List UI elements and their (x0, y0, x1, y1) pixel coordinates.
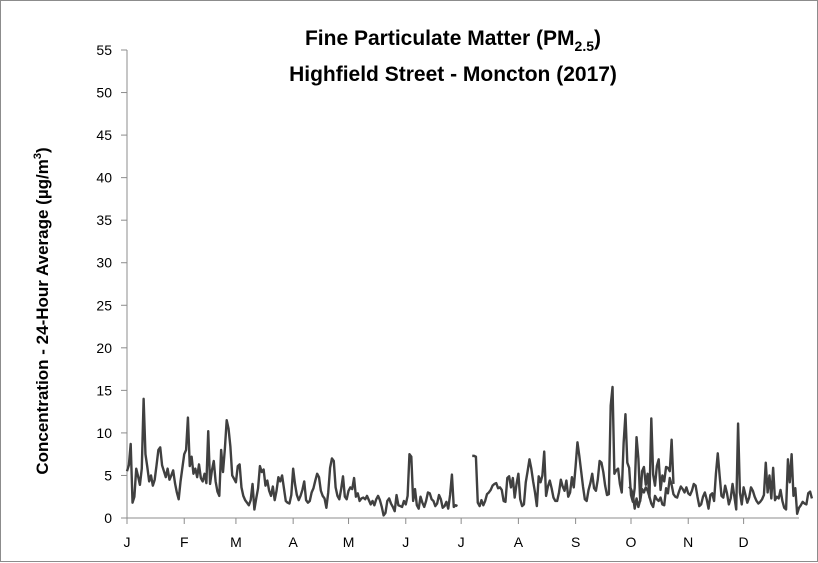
series-pm25 (125, 385, 814, 517)
series-line-segment (472, 385, 675, 508)
y-tick-label: 20 (96, 340, 112, 356)
y-ticks: 0 5 10 15 20 25 30 35 40 45 50 55 (96, 42, 127, 526)
y-tick-label: 35 (96, 212, 112, 228)
x-tick-label: J (458, 534, 465, 550)
y-tick-label: 5 (104, 467, 112, 483)
y-tick-label: 15 (96, 382, 112, 398)
y-tick-label: 25 (96, 297, 112, 313)
y-tick-label: 40 (96, 170, 112, 186)
x-tick-label: A (514, 534, 524, 550)
chart-title-line1: Fine Particulate Matter (PM2.5) (305, 27, 601, 54)
y-tick-label: 30 (96, 255, 112, 271)
y-tick-label: 10 (96, 425, 112, 441)
y-tick-label: 0 (104, 510, 112, 526)
x-tick-label: F (180, 534, 189, 550)
chart-title-line2: Highfield Street - Moncton (2017) (289, 63, 617, 86)
series-line-segment (125, 397, 458, 517)
x-tick-label: N (683, 534, 693, 550)
y-axis-label: Concentration - 24-Hour Average (µg/m3) (32, 147, 52, 474)
x-tick-label: M (343, 534, 355, 550)
axes (126, 50, 799, 519)
x-tick-label: O (626, 534, 637, 550)
x-tick-label: S (571, 534, 580, 550)
x-tick-label: D (739, 534, 749, 550)
series-line-segment (628, 422, 814, 515)
x-tick-label: A (288, 534, 298, 550)
x-tick-label: M (230, 534, 242, 550)
y-tick-label: 55 (96, 42, 112, 58)
y-tick-label: 50 (96, 85, 112, 101)
x-tick-label: J (402, 534, 409, 550)
x-tick-label: J (124, 534, 131, 550)
y-tick-label: 45 (96, 127, 112, 143)
